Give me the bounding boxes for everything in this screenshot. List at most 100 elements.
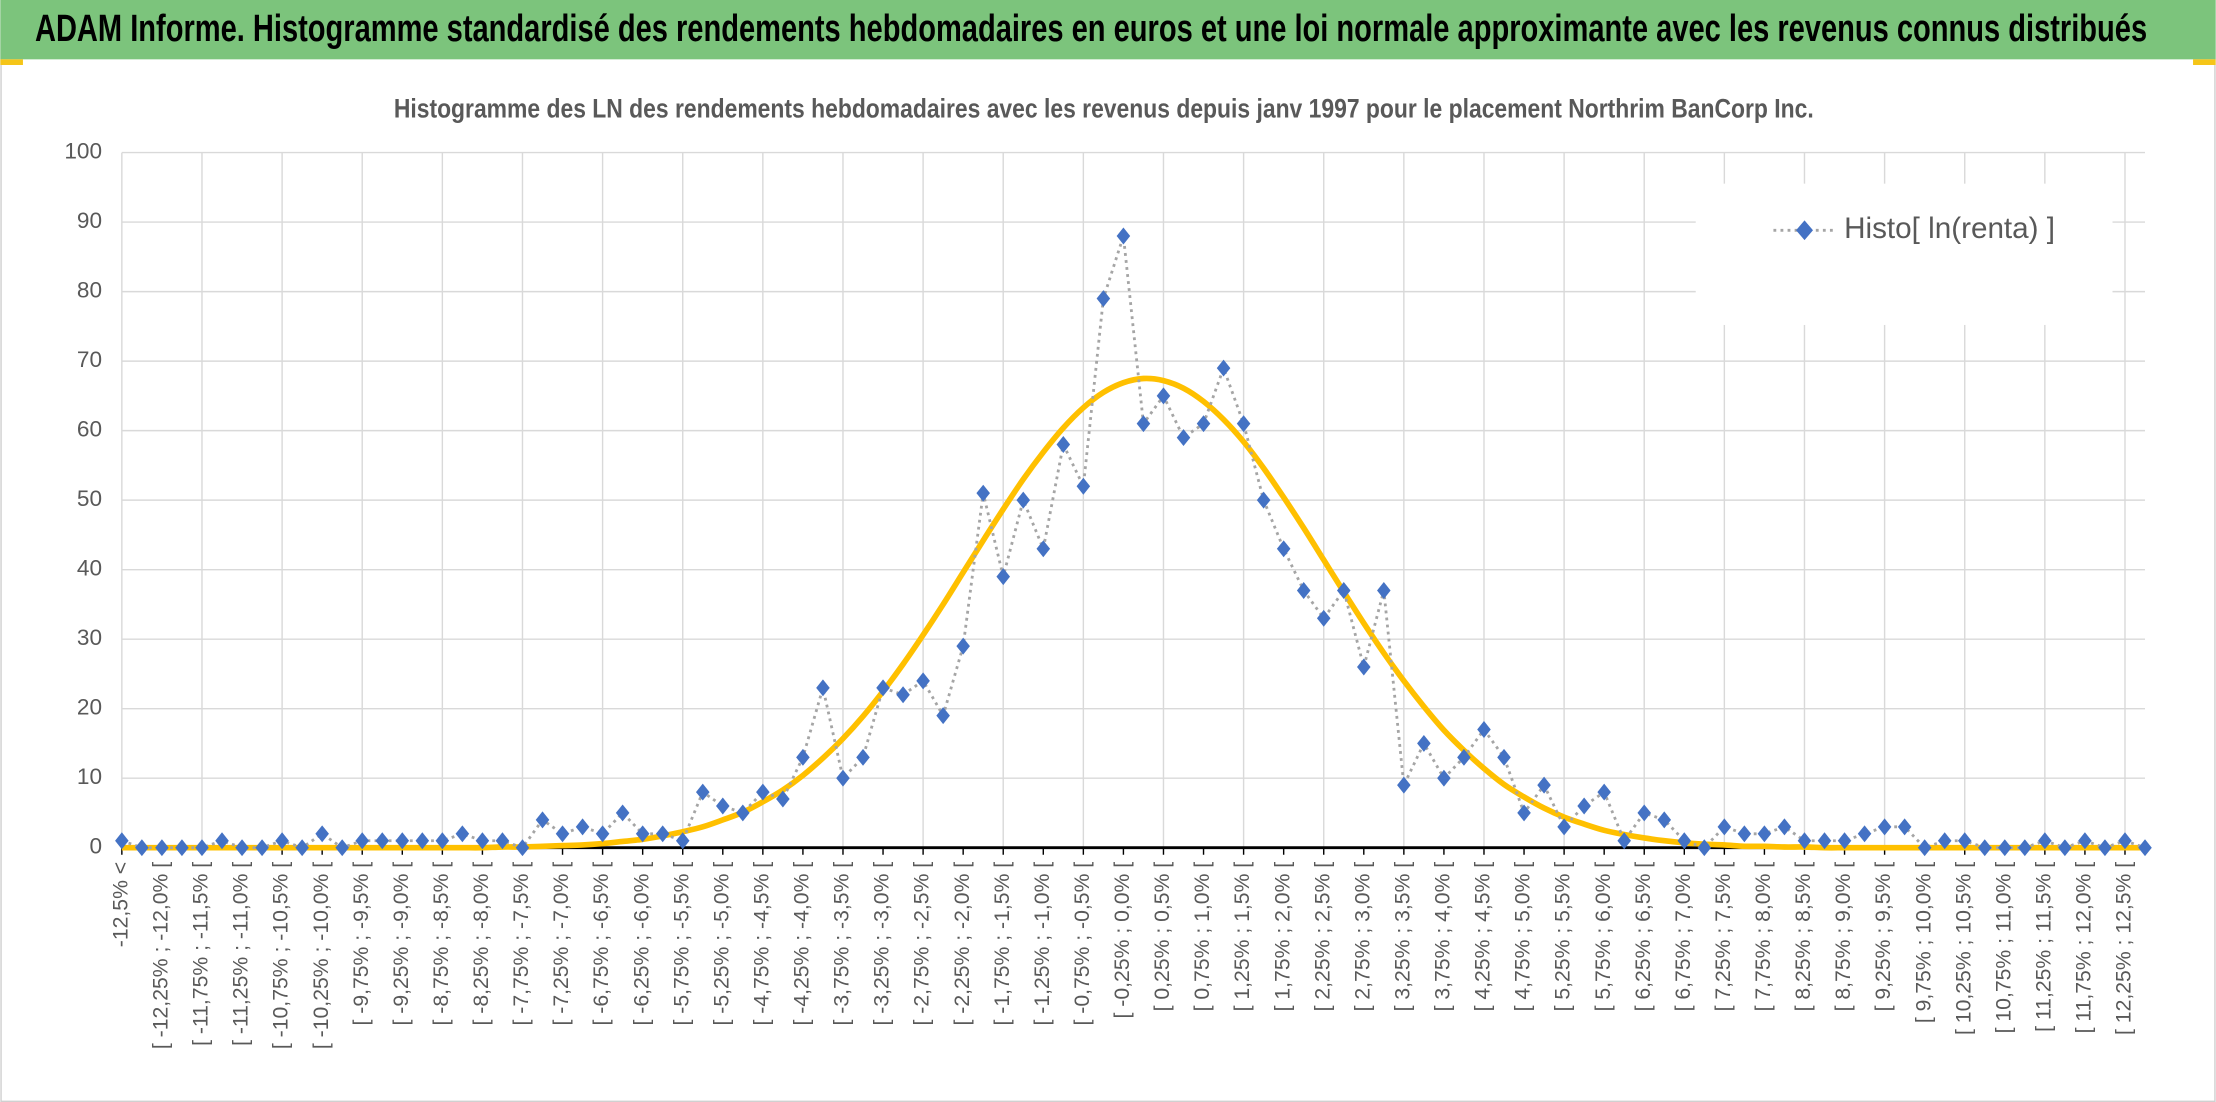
x-tick-label: [ -5,25% ; -5,0% [: [710, 862, 733, 1026]
x-tick-label: [ -6,75% ; -6,5% [: [590, 862, 613, 1026]
x-tick-label: [ 1,25% ; 1,5% [: [1231, 862, 1254, 1012]
y-tick-label: 20: [77, 695, 102, 720]
data-point: [1637, 804, 1652, 822]
data-point: [1156, 387, 1171, 405]
y-tick-label: 10: [77, 764, 102, 789]
x-tick-label: [ -4,25% ; -4,0% [: [791, 862, 814, 1026]
data-point: [495, 832, 510, 850]
data-point: [1477, 721, 1491, 739]
data-point: [1717, 818, 1732, 836]
chart-title: Histogramme des LN des rendements hebdom…: [394, 93, 1814, 123]
x-tick-label: [ 11,25% ; 11,5% [: [2032, 862, 2055, 1032]
data-point: [976, 484, 990, 502]
data-point: [135, 839, 149, 857]
data-point: [635, 825, 650, 843]
x-tick-label: [ -8,25% ; -8,0% [: [470, 862, 493, 1026]
data-point: [2038, 832, 2052, 850]
data-point: [1857, 825, 1872, 843]
legend-label: Histo[ ln(renta) ]: [1844, 212, 2055, 245]
data-point: [2078, 832, 2092, 850]
data-point: [956, 637, 970, 655]
data-point: [1557, 818, 1571, 836]
x-tick-label: [ -7,25% ; -7,0% [: [550, 862, 573, 1026]
x-tick-label: [ 6,25% ; 6,5% [: [1632, 862, 1655, 1012]
legend-marker: [1796, 220, 1813, 241]
x-tick-label: [ -9,75% ; -9,5% [: [350, 862, 373, 1026]
x-tick-label: [ 11,75% ; 12,0% [: [2073, 862, 2096, 1034]
data-point: [1497, 748, 1511, 766]
data-point: [1196, 415, 1211, 433]
data-point: [395, 832, 410, 850]
data-point: [1036, 540, 1051, 558]
x-tick-label: [ -4,75% ; -4,5% [: [750, 862, 773, 1026]
x-tick-label: [ 1,75% ; 2,0% [: [1271, 862, 1294, 1012]
x-tick-label: [ 3,25% ; 3,5% [: [1391, 862, 1414, 1012]
data-point: [195, 839, 209, 857]
data-point: [295, 839, 309, 857]
x-tick-label: [ -1,75% ; -1,5% [: [991, 862, 1014, 1026]
data-point: [1677, 832, 1692, 850]
corner-accent: [2193, 59, 2216, 65]
x-tick-label: [ -2,25% ; -2,0% [: [951, 862, 974, 1026]
header-bar: [0, 0, 2216, 60]
data-point: [2138, 839, 2152, 857]
data-point: [535, 811, 550, 829]
y-tick-label: 40: [77, 556, 102, 581]
x-tick-label: [ -2,75% ; -2,5% [: [911, 862, 934, 1026]
y-tick-label: 90: [77, 208, 102, 233]
x-tick-label: [ 3,75% ; 4,0% [: [1432, 862, 1455, 1012]
x-tick-label: [ -3,25% ; -3,0% [: [871, 862, 894, 1026]
x-tick-label: [ 8,25% ; 8,5% [: [1792, 862, 1815, 1012]
data-point: [2118, 832, 2132, 850]
data-point: [375, 832, 390, 850]
data-point: [756, 783, 770, 801]
data-point: [315, 825, 329, 843]
x-tick-label: [ -6,25% ; -6,0% [: [630, 862, 653, 1026]
data-point: [1877, 818, 1892, 836]
x-tick-label: [ 6,75% ; 7,0% [: [1672, 862, 1695, 1012]
data-point: [836, 769, 850, 787]
legend: Histo[ ln(renta) ]: [1695, 183, 2113, 325]
header-title: ADAM Informe. Histogramme standardisé de…: [35, 7, 2147, 50]
data-point: [2098, 839, 2112, 857]
data-point: [275, 832, 289, 850]
x-tick-label: [ -12,25% ; -12,0% [: [150, 862, 173, 1049]
data-point: [695, 783, 710, 801]
data-point: [1116, 227, 1131, 245]
data-point: [1176, 429, 1191, 447]
data-point: [555, 825, 570, 843]
data-point: [1397, 776, 1411, 794]
x-tick-label: [ 12,25% ; 12,5% [: [2113, 862, 2136, 1035]
data-point: [1216, 359, 1231, 377]
y-tick-label: 50: [77, 486, 102, 511]
data-point: [615, 804, 630, 822]
grid: 0 10 20 30 40 50 60 70 80 90 100 -12,5% < [ -12,25% …: [64, 139, 2146, 1049]
x-tick-label: [ 10,75% ; 11,0% [: [1992, 862, 2015, 1034]
x-tick-label: [ -10,25% ; -10,0% [: [310, 862, 333, 1049]
x-tick-label: [ 4,75% ; 5,0% [: [1512, 862, 1535, 1012]
data-point: [876, 679, 890, 697]
data-point: [675, 832, 690, 850]
data-point: [1096, 290, 1111, 308]
x-tick-label: [ 9,75% ; 10,0% [: [1912, 862, 1935, 1023]
data-point: [1457, 748, 1471, 766]
y-tick-label: 60: [77, 417, 102, 442]
x-tick-label: [ -11,75% ; -11,5% [: [190, 862, 213, 1046]
data-point: [1417, 734, 1431, 752]
x-tick-label: [ -7,75% ; -7,5% [: [510, 862, 533, 1026]
data-point: [776, 790, 790, 808]
data-point: [1797, 832, 1812, 850]
x-tick-label: [ -0,25% ; 0,0% [: [1111, 862, 1134, 1019]
data-point: [1296, 582, 1311, 599]
data-point: [475, 832, 490, 850]
x-tick-label: [ 2,75% ; 3,0% [: [1351, 862, 1374, 1012]
x-tick-label: [ -0,75% ; -0,5% [: [1071, 862, 1094, 1026]
x-tick-label: [ 8,75% ; 9,0% [: [1832, 862, 1855, 1012]
data-point: [335, 839, 349, 857]
data-point: [2058, 839, 2072, 857]
data-point: [515, 839, 530, 857]
data-point: [2018, 839, 2032, 857]
data-point: [215, 832, 229, 850]
